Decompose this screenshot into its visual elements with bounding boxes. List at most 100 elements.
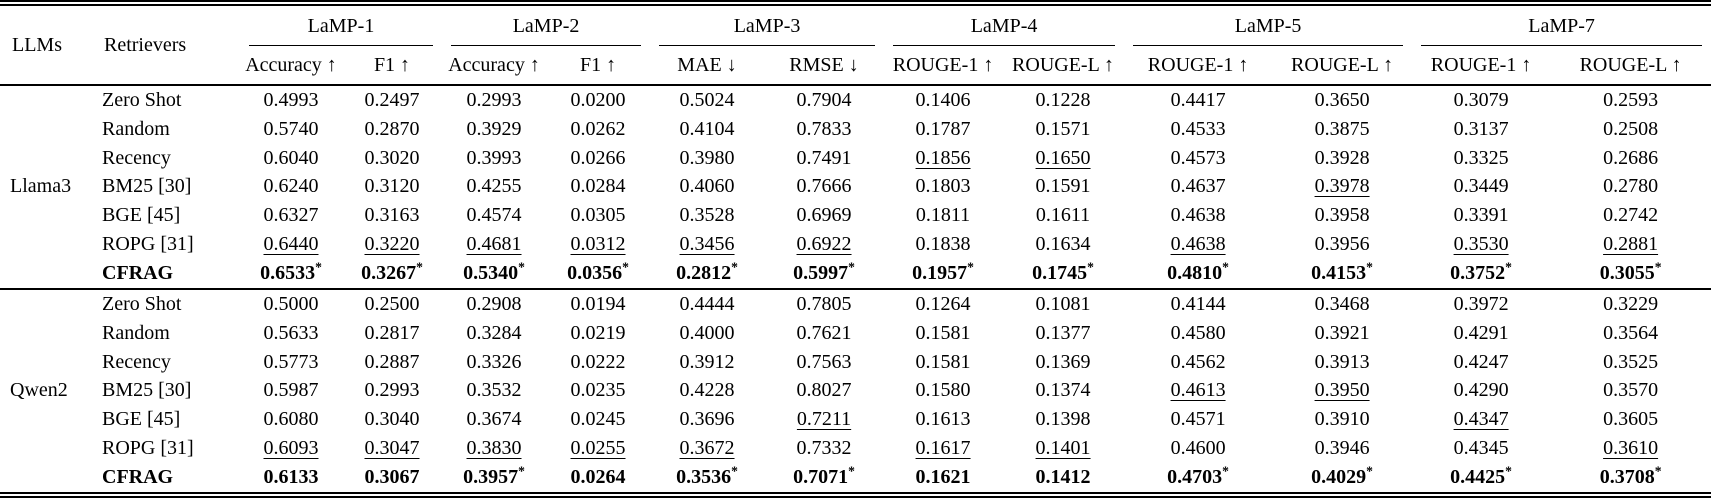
metric-value: 0.6922: [796, 233, 852, 256]
metric-value: 0.3875: [1314, 117, 1370, 140]
table-row: BGE [45] 0.6080 0.3040 0.3674 0.0245 0.3696 0.…: [0, 405, 1711, 434]
metric-value: 0.1581: [915, 321, 971, 344]
significance-asterisk: *: [518, 463, 525, 479]
metric-value: 0.3528: [679, 204, 735, 227]
metric-value: 0.4573: [1170, 146, 1226, 169]
metric-value: 0.2742: [1603, 204, 1659, 227]
metric-value-cell: 0.0284: [546, 173, 650, 202]
significance-asterisk: *: [1222, 259, 1229, 275]
metric-value-cell: 0.4562: [1124, 348, 1272, 377]
benchmark-group-header-lamp-4: LaMP-4: [884, 3, 1124, 46]
metric-value-cell: 0.3605: [1550, 405, 1711, 434]
metric-value: 0.4638: [1170, 233, 1226, 256]
metric-value: 0.3928: [1314, 146, 1370, 169]
metric-value: 0.3220: [364, 233, 420, 256]
metric-value-cell: 0.7332: [764, 434, 884, 463]
metric-value: 0.3752: [1450, 261, 1506, 284]
metric-value-cell: 0.4571: [1124, 405, 1272, 434]
metric-value-cell: 0.3929: [442, 115, 546, 144]
llm-block-llama3: Llama3 Zero Shot 0.4993 0.2497 0.2993 0.0200 0…: [0, 85, 1711, 289]
metric-value-cell: 0.3957*: [442, 463, 546, 495]
metric-value: 0.3830: [466, 437, 522, 460]
metric-value-cell: 0.3530: [1412, 230, 1550, 259]
metric-value-cell: 0.3456: [650, 230, 764, 259]
metric-value-cell: 0.1613: [884, 405, 1002, 434]
metric-value: 0.7833: [796, 117, 852, 140]
metric-value-cell: 0.4444: [650, 289, 764, 319]
metric-value-cell: 0.1811: [884, 201, 1002, 230]
table-row: BM25 [30] 0.6240 0.3120 0.4255 0.0284 0.4060 0…: [0, 173, 1711, 202]
metric-column-header: ROUGE-1 ↑: [1147, 53, 1249, 76]
metric-value-cell: 0.1745*: [1002, 259, 1124, 289]
metric-value: 0.6440: [263, 233, 319, 256]
metric-value: 0.0305: [570, 204, 626, 227]
metric-value: 0.3536: [676, 465, 732, 488]
metric-value: 0.3978: [1314, 175, 1370, 198]
metric-value: 0.0262: [570, 117, 626, 140]
metric-value: 0.0200: [570, 88, 626, 111]
metric-value-cell: 0.2780: [1550, 173, 1711, 202]
metric-value: 0.5987: [263, 379, 319, 402]
metric-value-cell: 0.3875: [1272, 115, 1412, 144]
metric-value-cell: 0.1803: [884, 173, 1002, 202]
metric-value: 0.1081: [1035, 292, 1091, 315]
retriever-name-cell: BGE [45]: [102, 408, 181, 431]
metric-value: 0.4993: [263, 88, 319, 111]
metric-value: 0.4247: [1453, 350, 1509, 373]
metric-value: 0.4703: [1167, 465, 1223, 488]
metric-value: 0.0194: [570, 292, 626, 315]
metric-value-cell: 0.4255: [442, 173, 546, 202]
metric-value-cell: 0.4029*: [1272, 463, 1412, 495]
metric-value-cell: 0.3980: [650, 144, 764, 173]
retriever-name-cell: Recency: [102, 146, 171, 169]
metric-value-cell: 0.6922: [764, 230, 884, 259]
metric-value-cell: 0.4153*: [1272, 259, 1412, 289]
metric-value-cell: 0.7805: [764, 289, 884, 319]
metric-value-cell: 0.4144: [1124, 289, 1272, 319]
metric-value: 0.0255: [570, 437, 626, 460]
metric-value-cell: 0.3047: [342, 434, 442, 463]
metric-value: 0.4637: [1170, 175, 1226, 198]
table-row: Random 0.5633 0.2817 0.3284 0.0219 0.4000 0.76…: [0, 319, 1711, 348]
metric-value: 0.1803: [915, 175, 971, 198]
metric-value-cell: 0.1264: [884, 289, 1002, 319]
metric-value: 0.3980: [679, 146, 735, 169]
metric-value-cell: 0.3020: [342, 144, 442, 173]
metric-value-cell: 0.7071*: [764, 463, 884, 495]
metric-value-cell: 0.3137: [1412, 115, 1550, 144]
metric-value-cell: 0.3993: [442, 144, 546, 173]
metric-value: 0.3137: [1453, 117, 1509, 140]
metric-value: 0.6093: [263, 437, 319, 460]
metric-value: 0.3267: [361, 261, 417, 284]
metric-value-cell: 0.5633: [240, 319, 342, 348]
metric-column-header: Accuracy ↑: [448, 53, 540, 76]
metric-value: 0.7805: [796, 292, 852, 315]
metric-value: 0.4255: [466, 175, 522, 198]
metric-value: 0.1617: [915, 437, 971, 460]
metric-value: 0.3570: [1603, 379, 1659, 402]
metric-value-cell: 0.6440: [240, 230, 342, 259]
significance-asterisk: *: [1366, 463, 1373, 479]
metric-value: 0.5997: [793, 261, 849, 284]
metric-value-cell: 0.0264: [546, 463, 650, 495]
metric-value-cell: 0.2993: [342, 376, 442, 405]
metric-value: 0.1398: [1035, 408, 1091, 431]
metric-value: 0.3605: [1603, 408, 1659, 431]
metric-value: 0.1412: [1035, 465, 1091, 488]
metric-value-cell: 0.1581: [884, 348, 1002, 377]
metric-value-cell: 0.3921: [1272, 319, 1412, 348]
metric-value-cell: 0.3610: [1550, 434, 1711, 463]
metric-value-cell: 0.4345: [1412, 434, 1550, 463]
metric-value: 0.3950: [1314, 379, 1370, 402]
metric-value: 0.0235: [570, 379, 626, 402]
metric-value-cell: 0.0200: [546, 85, 650, 115]
metric-value: 0.4291: [1453, 321, 1509, 344]
metric-value-cell: 0.6080: [240, 405, 342, 434]
benchmark-group-header-lamp-3: LaMP-3: [650, 3, 884, 46]
metric-value: 0.3067: [364, 465, 420, 488]
metric-value: 0.4533: [1170, 117, 1226, 140]
metric-value-cell: 0.4533: [1124, 115, 1272, 144]
llm-name-cell: Llama3: [10, 175, 72, 198]
metric-column-header: F1 ↑: [373, 53, 411, 76]
